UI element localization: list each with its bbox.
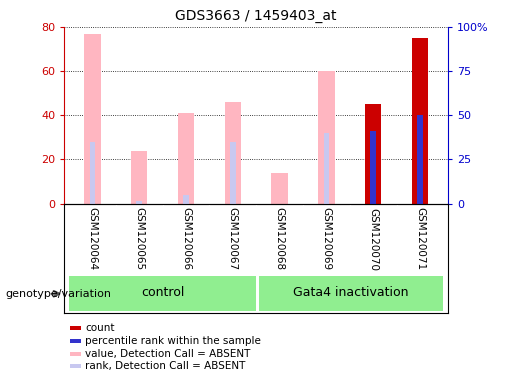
Bar — [323, 133, 329, 204]
Bar — [84, 33, 100, 204]
Title: GDS3663 / 1459403_at: GDS3663 / 1459403_at — [176, 9, 337, 23]
Bar — [370, 131, 376, 204]
Text: percentile rank within the sample: percentile rank within the sample — [85, 336, 261, 346]
Bar — [225, 102, 241, 204]
Text: GSM120068: GSM120068 — [274, 207, 285, 271]
Bar — [136, 201, 142, 204]
Bar — [271, 173, 288, 204]
Bar — [90, 142, 95, 204]
Text: rank, Detection Call = ABSENT: rank, Detection Call = ABSENT — [85, 361, 245, 371]
Text: GSM120069: GSM120069 — [321, 207, 331, 271]
Text: GSM120064: GSM120064 — [88, 207, 97, 271]
Bar — [365, 104, 382, 204]
Bar — [131, 151, 147, 204]
Text: GSM120066: GSM120066 — [181, 207, 191, 271]
Bar — [230, 142, 236, 204]
Bar — [412, 38, 428, 204]
Bar — [69, 276, 256, 311]
Bar — [417, 115, 423, 204]
Text: control: control — [141, 286, 184, 300]
Text: genotype/variation: genotype/variation — [5, 289, 111, 299]
Bar — [178, 113, 194, 204]
Text: GSM120067: GSM120067 — [228, 207, 238, 271]
Bar — [318, 71, 335, 204]
Bar — [183, 195, 189, 204]
Text: value, Detection Call = ABSENT: value, Detection Call = ABSENT — [85, 349, 250, 359]
Text: Gata4 inactivation: Gata4 inactivation — [293, 286, 409, 300]
Text: GSM120070: GSM120070 — [368, 207, 378, 271]
Text: count: count — [85, 323, 114, 333]
Text: GSM120071: GSM120071 — [415, 207, 425, 271]
Bar — [259, 276, 443, 311]
Text: GSM120065: GSM120065 — [134, 207, 144, 271]
